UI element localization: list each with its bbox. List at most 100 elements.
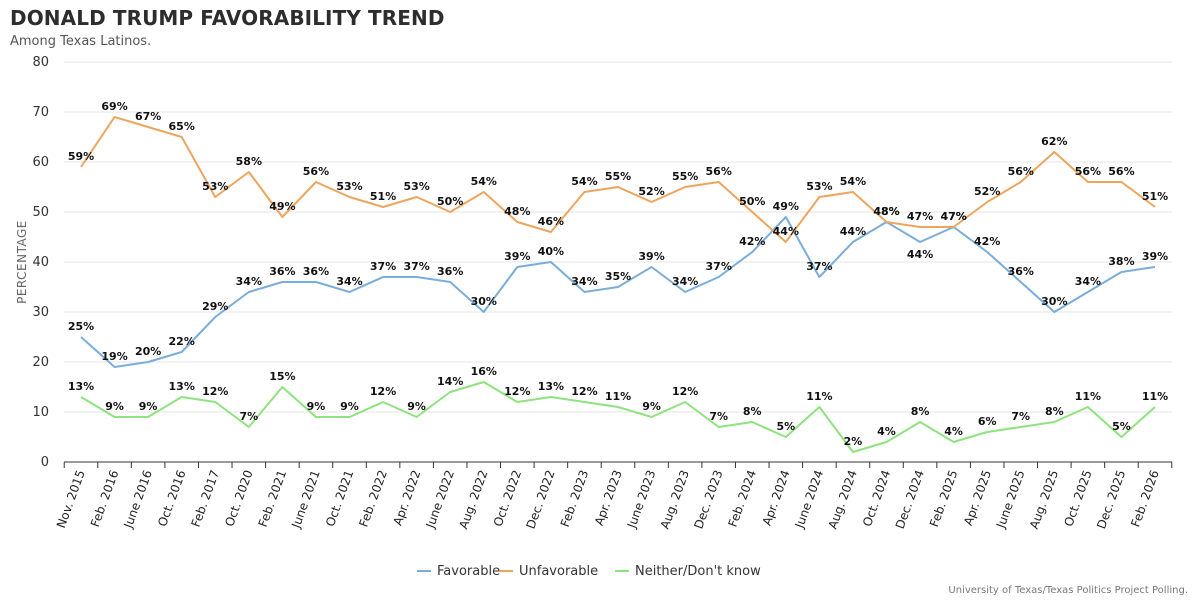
data-label: 11% bbox=[806, 390, 832, 403]
data-label: 37% bbox=[806, 260, 832, 273]
data-label: 67% bbox=[135, 110, 161, 123]
x-tick-label: Feb. 2021 bbox=[256, 468, 289, 529]
data-label: 39% bbox=[504, 250, 530, 263]
data-label: 50% bbox=[739, 195, 765, 208]
data-label: 35% bbox=[605, 270, 631, 283]
data-label: 62% bbox=[1041, 135, 1067, 148]
x-tick-label: Oct. 2024 bbox=[860, 468, 893, 528]
x-tick-label: Feb. 2026 bbox=[1128, 468, 1161, 529]
y-axis-label: PERCENTAGE bbox=[15, 220, 29, 304]
x-tick-label: June 2021 bbox=[289, 468, 323, 531]
data-label: 53% bbox=[403, 180, 429, 193]
x-tick-label: June 2025 bbox=[993, 468, 1027, 531]
data-label: 9% bbox=[407, 400, 426, 413]
data-label: 55% bbox=[605, 170, 631, 183]
data-label: 12% bbox=[571, 385, 597, 398]
data-label: 12% bbox=[202, 385, 228, 398]
legend-label: Unfavorable bbox=[519, 564, 598, 579]
data-label: 53% bbox=[336, 180, 362, 193]
data-label: 50% bbox=[437, 195, 463, 208]
data-label: 34% bbox=[1075, 275, 1101, 288]
data-label: 34% bbox=[336, 275, 362, 288]
source-note: University of Texas/Texas Politics Proje… bbox=[948, 585, 1188, 596]
data-label: 4% bbox=[944, 425, 963, 438]
x-tick-label: Aug. 2023 bbox=[658, 468, 692, 531]
data-label: 25% bbox=[68, 320, 94, 333]
data-label: 20% bbox=[135, 345, 161, 358]
data-label: 7% bbox=[1011, 410, 1030, 423]
x-tick-label: Feb. 2017 bbox=[189, 468, 222, 529]
legend[interactable]: Favorable Unfavorable Neither/Don't know bbox=[417, 564, 761, 579]
data-label: 36% bbox=[269, 265, 295, 278]
data-label: 13% bbox=[538, 380, 564, 393]
x-tick-label: June 2022 bbox=[423, 468, 457, 531]
x-tick-label: Feb. 2023 bbox=[558, 468, 591, 529]
data-label: 52% bbox=[974, 185, 1000, 198]
data-label: 7% bbox=[239, 410, 258, 423]
legend-label: Favorable bbox=[437, 564, 500, 579]
x-axis: Nov. 2015 Feb. 2016 June 2016 Oct. 2016 Feb.… bbox=[54, 461, 1173, 531]
data-label: 5% bbox=[776, 420, 795, 433]
x-tick-label: Oct. 2022 bbox=[491, 468, 524, 528]
data-label: 65% bbox=[169, 120, 195, 133]
data-label: 53% bbox=[806, 180, 832, 193]
data-label: 12% bbox=[370, 385, 396, 398]
data-label: 30% bbox=[471, 295, 497, 308]
data-label: 69% bbox=[101, 100, 127, 113]
data-label: 9% bbox=[340, 400, 359, 413]
data-label: 48% bbox=[873, 205, 899, 218]
x-tick-label: Apr. 2023 bbox=[592, 468, 625, 527]
x-tick-label: Apr. 2024 bbox=[760, 468, 793, 527]
data-label: 56% bbox=[1108, 165, 1134, 178]
data-label: 19% bbox=[101, 350, 127, 363]
data-label: 34% bbox=[571, 275, 597, 288]
data-label: 12% bbox=[504, 385, 530, 398]
data-label: 38% bbox=[1108, 255, 1134, 268]
chart-title: DONALD TRUMP FAVORABILITY TREND bbox=[10, 6, 445, 30]
x-tick-label: Dec. 2025 bbox=[1094, 468, 1128, 530]
x-tick-label: Aug. 2024 bbox=[826, 468, 860, 531]
data-label: 54% bbox=[571, 175, 597, 188]
series-line-1[interactable] bbox=[80, 116, 1156, 243]
y-axis: 0 10 20 30 40 50 60 70 80 bbox=[32, 55, 49, 470]
data-label: 37% bbox=[706, 260, 732, 273]
data-label: 55% bbox=[672, 170, 698, 183]
data-label: 44% bbox=[840, 225, 866, 238]
data-label: 56% bbox=[303, 165, 329, 178]
y-tick-label: 40 bbox=[32, 255, 49, 270]
data-label: 16% bbox=[471, 365, 497, 378]
x-tick-label: June 2024 bbox=[792, 468, 826, 531]
x-tick-label: Dec. 2023 bbox=[691, 468, 725, 530]
data-label: 5% bbox=[1112, 420, 1131, 433]
data-label: 56% bbox=[1075, 165, 1101, 178]
data-label: 9% bbox=[139, 400, 158, 413]
x-tick-label: Dec. 2024 bbox=[893, 468, 927, 530]
x-tick-label: Nov. 2015 bbox=[54, 468, 88, 530]
data-label: 53% bbox=[202, 180, 228, 193]
data-label: 30% bbox=[1041, 295, 1067, 308]
data-label: 54% bbox=[840, 175, 866, 188]
data-label: 39% bbox=[638, 250, 664, 263]
data-label: 58% bbox=[236, 155, 262, 168]
legend-item-2[interactable]: Neither/Don't know bbox=[615, 564, 761, 579]
data-label: 39% bbox=[1142, 250, 1168, 263]
data-label: 2% bbox=[844, 435, 863, 448]
series-line-0[interactable] bbox=[80, 216, 1156, 368]
data-label: 37% bbox=[403, 260, 429, 273]
x-tick-label: Aug. 2022 bbox=[456, 468, 490, 531]
data-label: 46% bbox=[538, 215, 564, 228]
series-line-2[interactable] bbox=[80, 381, 1156, 453]
data-label: 44% bbox=[773, 225, 799, 238]
x-tick-label: June 2016 bbox=[121, 468, 155, 531]
data-label: 47% bbox=[940, 210, 966, 223]
x-tick-label: Feb. 2024 bbox=[726, 468, 759, 529]
y-tick-label: 60 bbox=[32, 155, 49, 170]
chart-subtitle: Among Texas Latinos. bbox=[10, 34, 152, 49]
legend-item-1[interactable]: Unfavorable bbox=[499, 564, 598, 579]
legend-label: Neither/Don't know bbox=[635, 564, 761, 579]
y-tick-label: 70 bbox=[32, 105, 49, 120]
legend-item-0[interactable]: Favorable bbox=[417, 564, 500, 579]
data-label: 36% bbox=[437, 265, 463, 278]
data-label: 11% bbox=[605, 390, 631, 403]
